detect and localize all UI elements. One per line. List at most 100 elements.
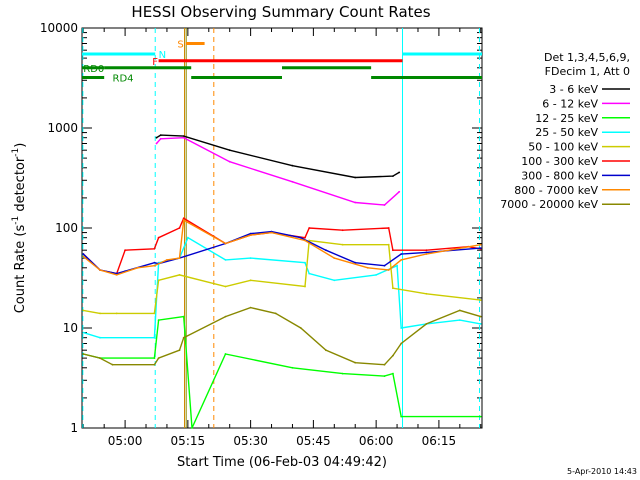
series-point <box>341 229 344 232</box>
series-point <box>187 236 189 239</box>
series-point <box>304 236 306 239</box>
series-line-8 <box>83 306 481 366</box>
series-point <box>136 266 139 269</box>
series-point <box>82 255 85 258</box>
series-point <box>99 336 101 339</box>
series-point <box>479 299 482 301</box>
series-point <box>396 264 398 267</box>
series-point <box>166 259 168 261</box>
series-point <box>383 264 386 267</box>
series-point <box>366 266 369 269</box>
series-layer <box>82 134 482 429</box>
series-point <box>400 259 403 261</box>
series-point <box>191 427 193 429</box>
series-point <box>398 190 401 193</box>
y-axis: 1 10 100 1000 10000 <box>40 21 482 435</box>
legend-label: 300 - 800 keV <box>521 169 598 182</box>
series-point <box>479 415 482 418</box>
series-point <box>325 249 327 252</box>
series-point <box>354 261 357 264</box>
series-point <box>155 136 158 139</box>
series-point <box>400 253 403 255</box>
series-point <box>224 315 227 318</box>
series-point <box>325 349 327 352</box>
legend-label: 100 - 300 keV <box>521 155 598 168</box>
series-point <box>159 134 162 137</box>
series-point <box>228 160 231 163</box>
series-point <box>304 239 306 242</box>
series-point <box>115 274 118 276</box>
series-point <box>157 279 160 282</box>
y-axis-label: Count Rate (s-1 detector-1) <box>11 143 28 314</box>
legend-header-line2: FDecim 1, Att 0 <box>545 65 630 78</box>
series-point <box>99 357 101 359</box>
footer-date: 5-Apr-2010 14:43 <box>567 467 637 476</box>
series-point <box>249 279 252 282</box>
series-point <box>299 327 302 329</box>
series-point <box>182 217 185 220</box>
state-bar-label: RD0 <box>83 64 104 75</box>
series-point <box>249 306 252 309</box>
legend-label: 3 - 6 keV <box>549 83 598 96</box>
state-bar-label: N <box>159 50 166 61</box>
legend-label: 800 - 7000 keV <box>514 184 598 197</box>
series-line-4 <box>83 239 481 315</box>
x-axis: 05:00 05:15 05:30 05:45 06:00 06:15 <box>82 28 482 448</box>
legend-label: 7000 - 20000 keV <box>500 198 598 211</box>
series-point <box>291 164 294 167</box>
series-point <box>153 264 156 267</box>
series-point <box>111 363 114 366</box>
series-point <box>458 319 461 321</box>
series-point <box>400 415 403 418</box>
series-point <box>479 315 482 318</box>
x-tick-label: 06:00 <box>359 434 394 448</box>
series-point <box>333 279 336 282</box>
y-tick-label: 10 <box>63 321 78 335</box>
series-point <box>291 180 294 183</box>
state-bar-label: RD4 <box>113 73 134 84</box>
series-point <box>392 175 394 178</box>
series-point <box>178 349 181 352</box>
series-point <box>458 309 461 312</box>
series-point <box>182 219 185 222</box>
series-point <box>153 312 156 315</box>
series-point <box>383 204 386 206</box>
series-point <box>153 363 156 366</box>
event-markers <box>82 28 480 428</box>
series-point <box>392 354 394 357</box>
legend-header-line1: Det 1,3,4,5,6,9, <box>544 51 630 64</box>
series-point <box>479 247 482 250</box>
series-point <box>82 331 85 334</box>
series-point <box>354 361 357 364</box>
series-point <box>479 323 482 325</box>
series-point <box>153 357 156 359</box>
plot-frame <box>81 27 483 429</box>
series-point <box>82 353 85 355</box>
legend-label: 50 - 100 keV <box>528 141 598 154</box>
series-point <box>157 357 160 359</box>
legend-label: 25 - 50 keV <box>535 126 598 139</box>
series-point <box>155 142 158 145</box>
series-point <box>178 227 181 229</box>
series-point <box>224 259 227 261</box>
x-tick-label: 05:15 <box>171 434 206 448</box>
y-tick-label: 1 <box>70 421 78 435</box>
series-point <box>392 249 394 252</box>
series-point <box>157 319 160 321</box>
series-point <box>224 353 227 355</box>
series-point <box>341 243 344 246</box>
series-point <box>425 251 428 254</box>
series-point <box>375 274 377 276</box>
series-point <box>153 247 156 250</box>
series-point <box>159 137 162 140</box>
series-line-2 <box>83 315 481 429</box>
series-point <box>153 261 156 264</box>
series-point <box>178 257 181 259</box>
series-point <box>182 336 185 339</box>
series-line-0 <box>156 134 400 179</box>
series-point <box>99 269 101 271</box>
series-point <box>479 243 482 246</box>
series-point <box>392 287 394 290</box>
series-point <box>224 285 227 288</box>
series-point <box>425 292 428 295</box>
